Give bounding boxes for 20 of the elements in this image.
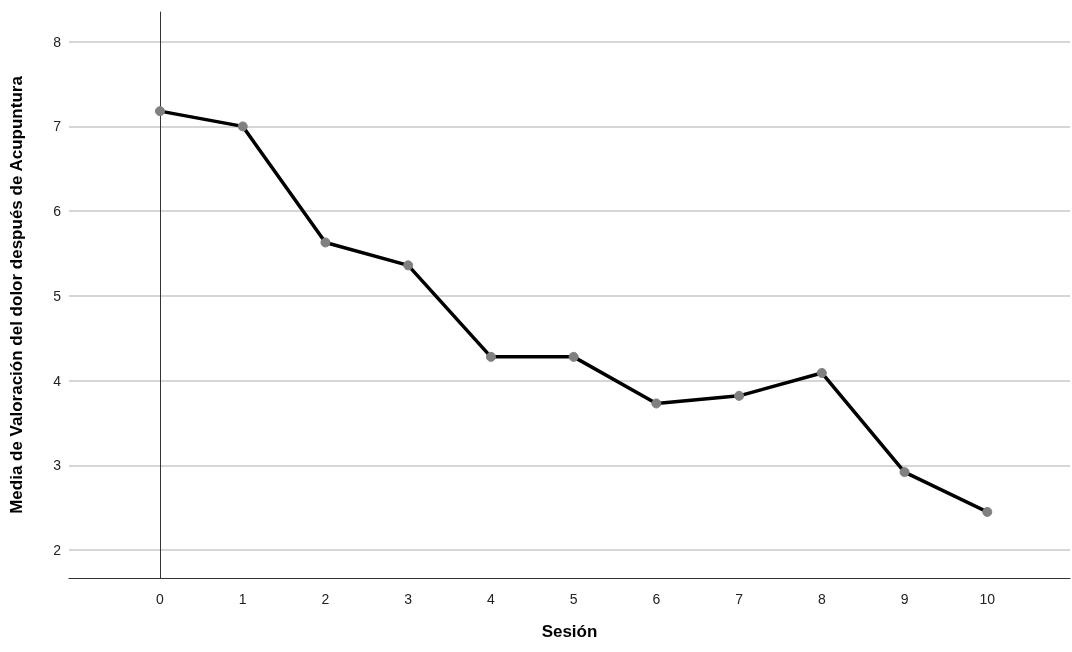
y-tick-label: 6 bbox=[53, 203, 62, 220]
x-tick-label: 10 bbox=[979, 591, 996, 607]
x-tick-label: 4 bbox=[487, 591, 496, 607]
x-tick-label: 5 bbox=[569, 591, 578, 607]
x-tick-label: 8 bbox=[817, 591, 826, 607]
x-axis-title: Sesión bbox=[541, 622, 598, 641]
y-tick-label: 2 bbox=[53, 542, 62, 559]
x-tick-label: 3 bbox=[404, 591, 413, 607]
x-tick-label: 6 bbox=[652, 591, 661, 607]
y-axis-title: Media de Valoración del dolor después de Acupuntura bbox=[7, 75, 26, 514]
y-tick-label: 5 bbox=[53, 287, 62, 304]
y-tick-label: 7 bbox=[53, 118, 62, 135]
x-tick-label: 1 bbox=[238, 591, 247, 607]
y-tick-label: 3 bbox=[53, 457, 62, 474]
x-tick-label: 0 bbox=[156, 591, 165, 607]
x-tick-label: 2 bbox=[321, 591, 330, 607]
y-tick-label: 8 bbox=[53, 33, 62, 50]
y-tick-label: 4 bbox=[53, 372, 62, 389]
x-tick-label: 7 bbox=[735, 591, 744, 607]
x-tick-label: 9 bbox=[900, 591, 909, 607]
